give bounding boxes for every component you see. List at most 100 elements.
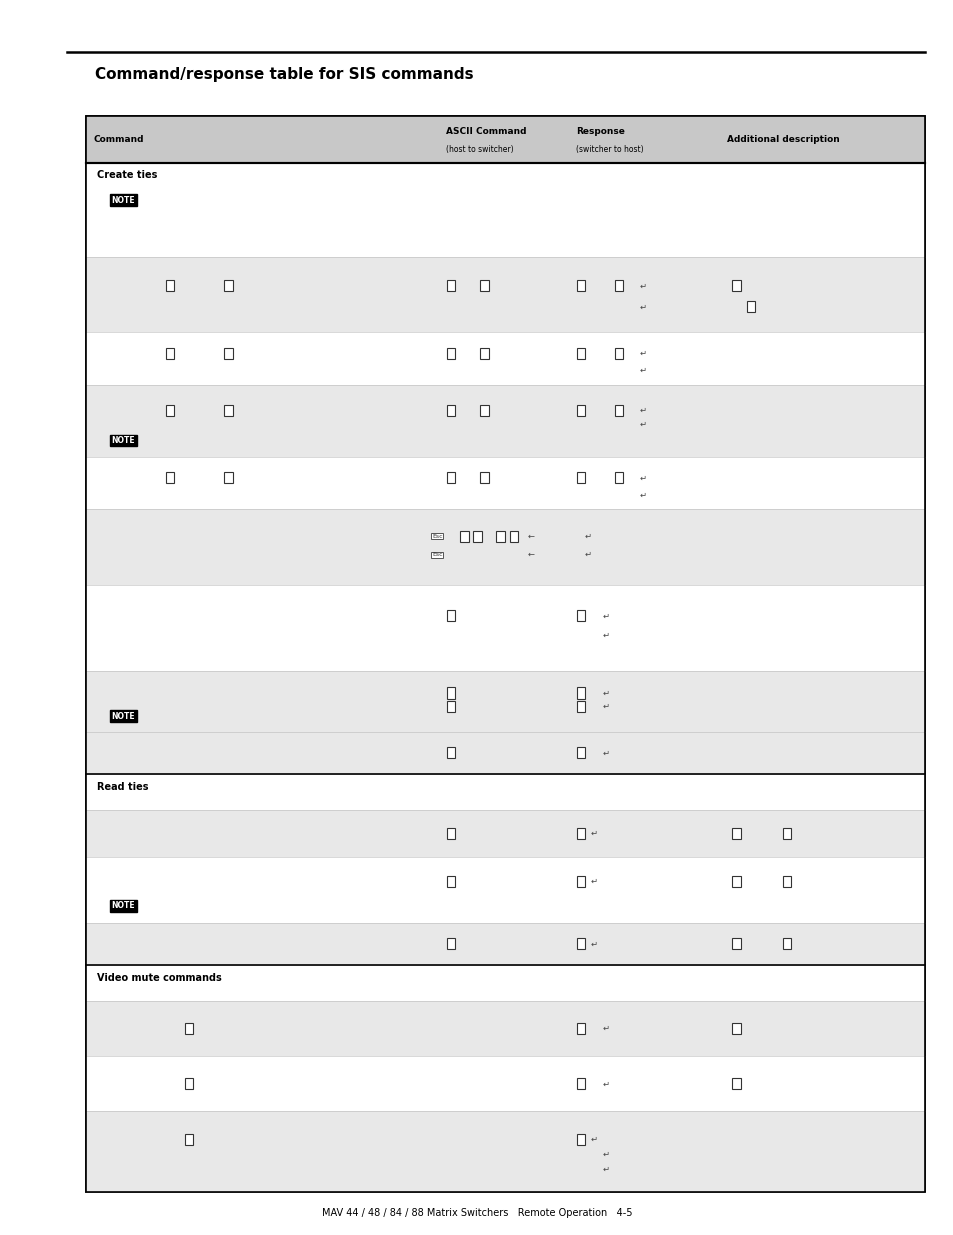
Bar (166, 405, 173, 416)
Text: Command: Command (93, 135, 144, 144)
Text: ↵: ↵ (590, 1135, 598, 1144)
Bar (577, 688, 585, 699)
Text: ↵: ↵ (601, 1150, 609, 1158)
Bar (86, 116, 924, 163)
Text: ↵: ↵ (601, 1079, 609, 1088)
Bar (614, 405, 622, 416)
Text: ↵: ↵ (590, 877, 598, 885)
Bar (732, 939, 740, 950)
Bar (446, 280, 455, 291)
Bar (480, 472, 489, 483)
Bar (577, 939, 585, 950)
Bar (577, 405, 585, 416)
Text: ↵: ↵ (601, 1165, 609, 1173)
Bar (86, 384, 924, 457)
Bar (459, 531, 468, 542)
Text: Esc: Esc (432, 534, 442, 538)
Bar (86, 810, 924, 857)
Text: ↵: ↵ (639, 490, 646, 500)
Bar (577, 472, 585, 483)
Bar (480, 280, 489, 291)
Bar (577, 827, 585, 839)
Text: ↵: ↵ (590, 829, 598, 837)
Text: Esc: Esc (432, 552, 442, 557)
Text: NOTE: NOTE (112, 711, 135, 720)
Bar (86, 1112, 924, 1192)
Text: MAV 44 / 48 / 84 / 88 Matrix Switchers   Remote Operation   4-5: MAV 44 / 48 / 84 / 88 Matrix Switchers R… (321, 1208, 632, 1218)
Text: ↵: ↵ (639, 473, 646, 483)
Bar (224, 280, 233, 291)
Text: (host to switcher): (host to switcher) (446, 146, 513, 154)
Text: ↵: ↵ (601, 748, 609, 757)
Text: ↵: ↵ (601, 701, 609, 711)
Bar (509, 531, 517, 542)
Bar (577, 610, 585, 621)
Text: ↵: ↵ (639, 366, 646, 375)
Bar (577, 348, 585, 359)
Text: Create ties: Create ties (97, 170, 157, 180)
Bar (446, 827, 455, 839)
Bar (86, 773, 924, 810)
Bar (446, 472, 455, 483)
Bar (732, 827, 740, 839)
Bar (166, 348, 173, 359)
Bar (480, 405, 489, 416)
Bar (732, 1078, 740, 1089)
Bar (577, 876, 585, 887)
Text: Response: Response (576, 127, 624, 136)
Bar (446, 701, 455, 713)
Text: Additional description: Additional description (726, 135, 840, 144)
Bar (746, 301, 755, 312)
Bar (446, 939, 455, 950)
Bar (614, 280, 622, 291)
Bar (224, 405, 233, 416)
Bar (480, 348, 489, 359)
Bar (86, 457, 924, 509)
Bar (577, 1023, 585, 1034)
Bar (577, 1134, 585, 1145)
Bar (86, 1000, 924, 1056)
Bar (732, 280, 740, 291)
Bar (473, 531, 481, 542)
Text: ←: ← (527, 550, 534, 559)
Bar (166, 280, 173, 291)
Bar (446, 610, 455, 621)
Text: ↵: ↵ (584, 550, 592, 559)
Bar (224, 348, 233, 359)
Text: ↵: ↵ (601, 611, 609, 620)
Text: ↵: ↵ (639, 420, 646, 429)
Text: Command/response table for SIS commands: Command/response table for SIS commands (95, 67, 474, 82)
Bar (496, 531, 504, 542)
Bar (446, 688, 455, 699)
Bar (446, 405, 455, 416)
Bar (86, 509, 924, 585)
Bar (446, 348, 455, 359)
Text: ↵: ↵ (590, 940, 598, 948)
Text: ↵: ↵ (639, 348, 646, 358)
Bar (86, 857, 924, 924)
Bar (781, 827, 790, 839)
Bar (577, 280, 585, 291)
Bar (732, 876, 740, 887)
Bar (184, 1134, 193, 1145)
Bar (86, 257, 924, 332)
Text: ↵: ↵ (639, 406, 646, 415)
Bar (86, 116, 924, 1192)
Text: (switcher to host): (switcher to host) (576, 146, 643, 154)
Bar (577, 701, 585, 713)
Bar (224, 472, 233, 483)
Text: ↵: ↵ (584, 531, 592, 541)
Text: ↵: ↵ (601, 1024, 609, 1032)
Bar (86, 332, 924, 384)
Bar (781, 939, 790, 950)
Bar (86, 732, 924, 773)
Bar (446, 876, 455, 887)
Text: ASCII Command: ASCII Command (446, 127, 526, 136)
Bar (184, 1078, 193, 1089)
Bar (446, 747, 455, 758)
Text: ↵: ↵ (601, 631, 609, 640)
Text: Read ties: Read ties (97, 782, 149, 792)
Bar (86, 924, 924, 965)
Text: ↵: ↵ (601, 688, 609, 698)
Bar (732, 1023, 740, 1034)
